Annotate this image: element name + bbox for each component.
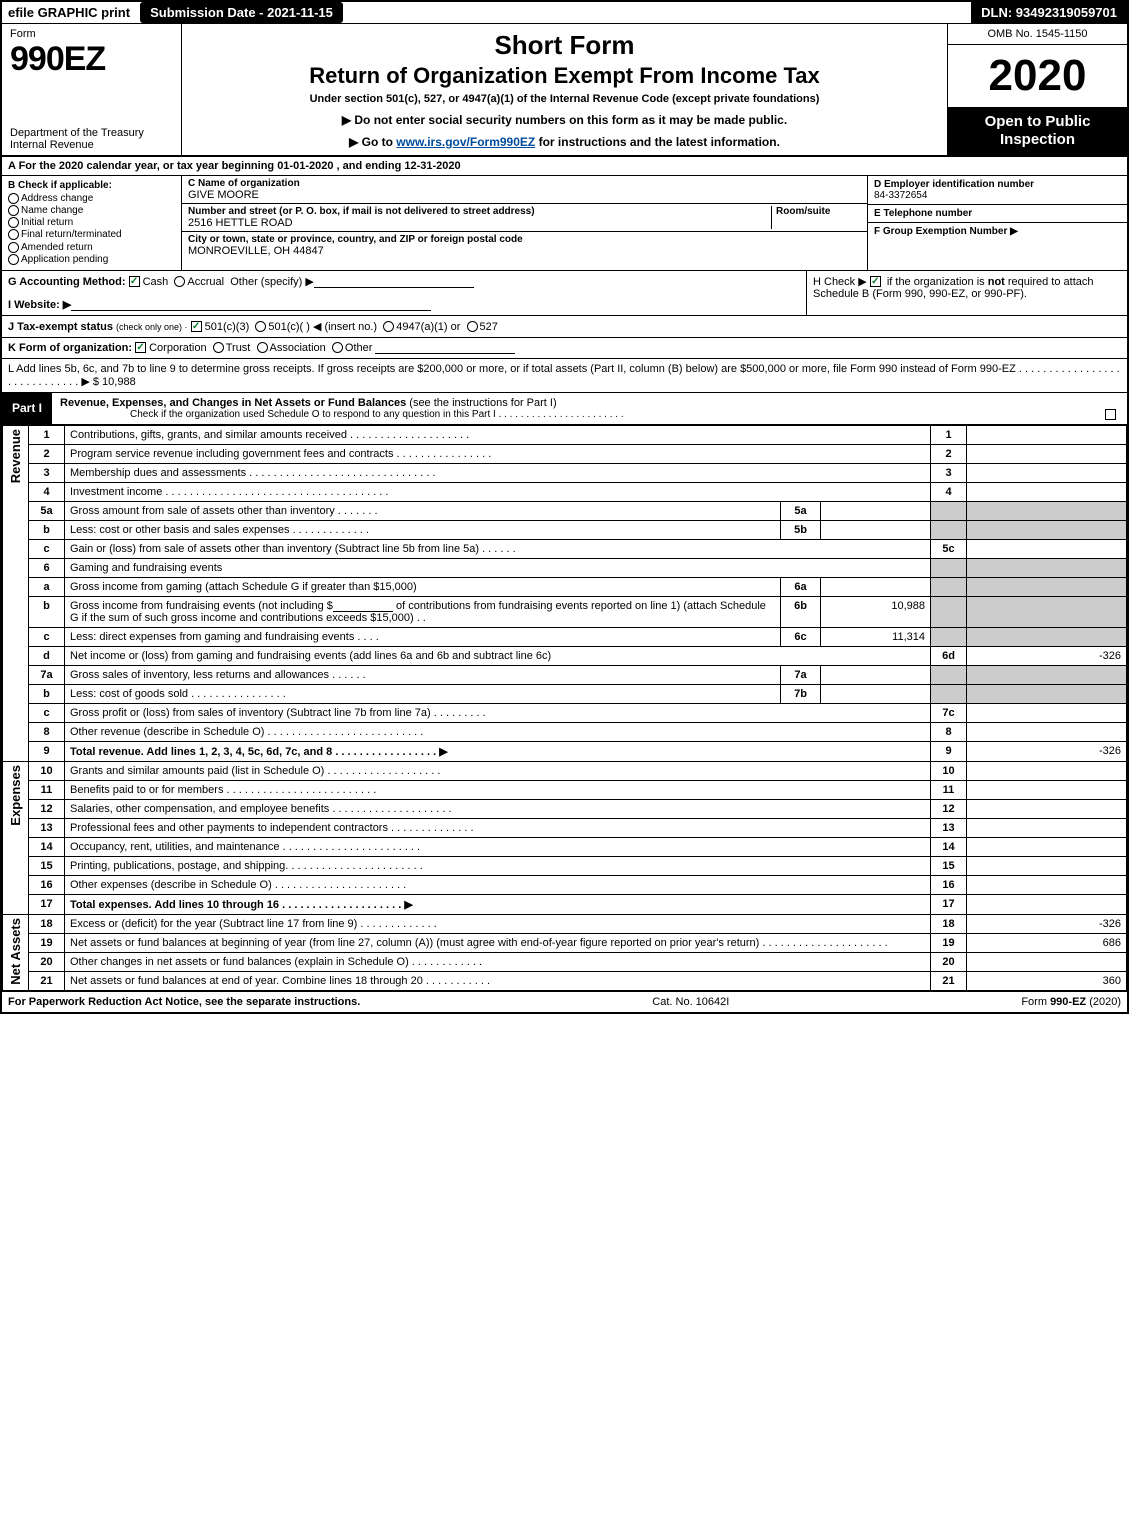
chk-schedule-b[interactable]: [870, 276, 881, 287]
org-name-label: C Name of organization: [188, 178, 861, 189]
return-title: Return of Organization Exempt From Incom…: [192, 63, 937, 89]
chk-4947[interactable]: [383, 321, 394, 332]
part1-check-line: Check if the organization used Schedule …: [60, 409, 1119, 420]
under-section: Under section 501(c), 527, or 4947(a)(1)…: [192, 93, 937, 105]
efile-label: efile GRAPHIC print: [2, 2, 136, 23]
city-value: MONROEVILLE, OH 44847: [188, 245, 861, 257]
chk-501c3[interactable]: [191, 321, 202, 332]
section-b: B Check if applicable: Address change Na…: [2, 176, 182, 270]
section-c: C Name of organization GIVE MOORE Number…: [182, 176, 867, 270]
form-ref: Form 990-EZ (2020): [1021, 996, 1121, 1008]
org-name: GIVE MOORE: [188, 189, 861, 201]
chk-address-change[interactable]: Address change: [8, 193, 175, 204]
chk-schedule-o-part1[interactable]: [1105, 409, 1116, 420]
street-value: 2516 HETTLE ROAD: [188, 217, 771, 229]
open-to-public: Open to Public Inspection: [948, 107, 1127, 155]
form-number: 990EZ: [10, 40, 173, 79]
form-word: Form: [10, 28, 173, 40]
line-21-amt: 360: [967, 971, 1127, 990]
chk-cash[interactable]: [129, 276, 140, 287]
row-h: H Check ▶ if the organization is not req…: [807, 271, 1127, 315]
gross-receipts: 10,988: [102, 376, 136, 388]
part1-title-bold: Revenue, Expenses, and Changes in Net As…: [60, 397, 406, 409]
line-18-amt: -326: [967, 914, 1127, 933]
room-label: Room/suite: [776, 206, 861, 217]
revenue-section-label: Revenue: [8, 429, 23, 483]
line-6b-val: 10,988: [821, 596, 931, 627]
short-form-title: Short Form: [192, 30, 937, 61]
part1-grid: Revenue 1 Contributions, gifts, grants, …: [2, 425, 1127, 991]
chk-corporation[interactable]: [135, 342, 146, 353]
accounting-method: G Accounting Method: Cash Accrual Other …: [2, 271, 807, 315]
group-exemption-label: F Group Exemption Number ▶: [874, 226, 1121, 237]
ein-label: D Employer identification number: [874, 179, 1121, 190]
top-bar: efile GRAPHIC print Submission Date - 20…: [2, 2, 1127, 24]
line-6b-desc: Gross income from fundraising events (no…: [65, 596, 781, 627]
department-label: Department of the Treasury Internal Reve…: [10, 127, 173, 151]
line-6d-amt: -326: [967, 646, 1127, 665]
phone-label: E Telephone number: [874, 208, 1121, 219]
chk-name-change[interactable]: Name change: [8, 205, 175, 216]
netassets-section-label: Net Assets: [8, 918, 23, 985]
ein-value: 84-3372654: [874, 190, 1121, 201]
website-label: I Website: ▶: [8, 299, 71, 311]
row-l: L Add lines 5b, 6c, and 7b to line 9 to …: [2, 359, 1127, 393]
submission-date: Submission Date - 2021-11-15: [140, 2, 343, 23]
line-19-amt: 686: [967, 933, 1127, 952]
chk-trust[interactable]: [213, 342, 224, 353]
line-1-amt: [967, 425, 1127, 444]
chk-application-pending[interactable]: Application pending: [8, 254, 175, 265]
line-6c-val: 11,314: [821, 627, 931, 646]
irs-link[interactable]: www.irs.gov/Form990EZ: [396, 135, 535, 149]
row-k: K Form of organization: Corporation Trus…: [2, 338, 1127, 359]
line-1-desc: Contributions, gifts, grants, and simila…: [65, 425, 931, 444]
chk-accrual[interactable]: [174, 276, 185, 287]
chk-final-return[interactable]: Final return/terminated: [8, 229, 175, 240]
chk-initial-return[interactable]: Initial return: [8, 217, 175, 228]
chk-501c[interactable]: [255, 321, 266, 332]
row-a-tax-year: A For the 2020 calendar year, or tax yea…: [2, 157, 1127, 176]
tax-year: 2020: [948, 45, 1127, 107]
part1-label: Part I: [2, 397, 52, 419]
dln-label: DLN: 93492319059701: [971, 2, 1127, 23]
city-label: City or town, state or province, country…: [188, 234, 861, 245]
row-j: J Tax-exempt status (check only one) · 5…: [2, 316, 1127, 338]
chk-other-org[interactable]: [332, 342, 343, 353]
paperwork-notice: For Paperwork Reduction Act Notice, see …: [8, 996, 360, 1008]
section-b-header: B Check if applicable:: [8, 180, 175, 191]
cat-no: Cat. No. 10642I: [652, 996, 729, 1008]
page-footer: For Paperwork Reduction Act Notice, see …: [2, 991, 1127, 1012]
form-header: Form 990EZ Department of the Treasury In…: [2, 24, 1127, 157]
street-label: Number and street (or P. O. box, if mail…: [188, 206, 771, 217]
goto-line: ▶ Go to www.irs.gov/Form990EZ for instru…: [192, 135, 937, 149]
chk-association[interactable]: [257, 342, 268, 353]
chk-amended-return[interactable]: Amended return: [8, 242, 175, 253]
chk-527[interactable]: [467, 321, 478, 332]
omb-number: OMB No. 1545-1150: [948, 24, 1127, 45]
row-g-h: G Accounting Method: Cash Accrual Other …: [2, 271, 1127, 316]
part1-header: Part I Revenue, Expenses, and Changes in…: [2, 393, 1127, 425]
no-ssn-notice: ▶ Do not enter social security numbers o…: [192, 113, 937, 127]
right-info-col: D Employer identification number 84-3372…: [867, 176, 1127, 270]
line-9-amt: -326: [967, 741, 1127, 761]
expenses-section-label: Expenses: [8, 765, 23, 826]
info-block: B Check if applicable: Address change Na…: [2, 176, 1127, 271]
